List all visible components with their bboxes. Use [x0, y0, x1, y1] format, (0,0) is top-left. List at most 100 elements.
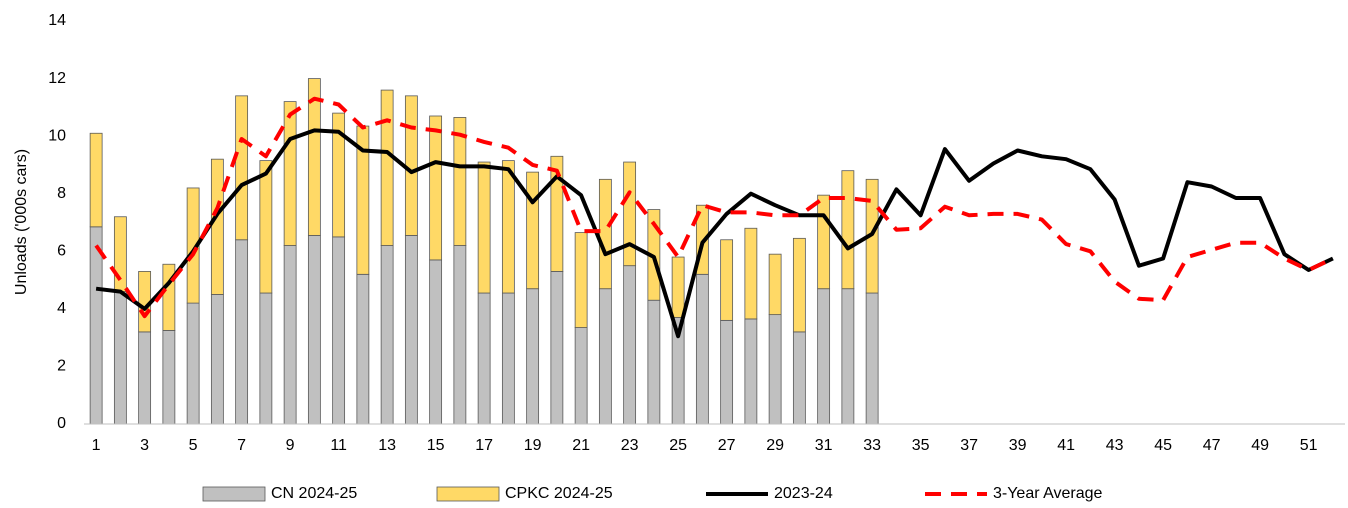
bar-segment [307, 235, 321, 425]
bar-segment [380, 245, 394, 425]
legend-swatch [436, 486, 500, 502]
bar-segment [865, 292, 879, 425]
bar-segment [89, 226, 103, 425]
x-tick-label: 37 [960, 437, 978, 454]
y-tick-label: 4 [57, 300, 66, 317]
bar-segment [720, 319, 734, 425]
x-tick-label: 31 [815, 437, 833, 454]
x-tick-label: 27 [718, 437, 736, 454]
y-tick-label: 0 [57, 415, 66, 432]
bar-segment [259, 292, 273, 425]
bar-segment [429, 115, 443, 261]
x-tick-label: 13 [378, 437, 396, 454]
y-tick-label: 2 [57, 358, 66, 375]
y-tick-label: 14 [48, 12, 66, 29]
x-tick-label: 5 [189, 437, 198, 454]
bar-segment [477, 161, 491, 294]
bar-segment [501, 292, 515, 425]
bar-segment [550, 271, 564, 425]
bar-segment [841, 288, 855, 425]
bar-segment [453, 117, 467, 246]
legend-label: CPKC 2024-25 [505, 485, 613, 502]
y-axis-label: Unloads ('000s cars) [13, 149, 30, 295]
bar-segment [574, 232, 588, 328]
bar-segment [356, 273, 370, 425]
legend-label: CN 2024-25 [271, 485, 357, 502]
x-tick-label: 25 [669, 437, 687, 454]
bar-segment [89, 132, 103, 228]
bar-segment [817, 194, 831, 290]
bar-segment [574, 327, 588, 425]
bar-segment [113, 291, 127, 425]
bar-segment [623, 265, 637, 425]
line-series [95, 128, 1334, 339]
bar-segment [744, 318, 758, 425]
bar-segment [841, 170, 855, 290]
bar-segment [526, 288, 540, 425]
bar-segment [162, 330, 176, 425]
bar-segment [186, 302, 200, 425]
x-tick-label: 29 [766, 437, 784, 454]
x-tick-label: 15 [427, 437, 445, 454]
bar-segment [283, 245, 297, 425]
x-tick-label: 7 [237, 437, 246, 454]
x-tick-label: 49 [1251, 437, 1269, 454]
bar-segment [526, 171, 540, 290]
y-tick-label: 8 [57, 185, 66, 202]
x-tick-label: 35 [912, 437, 930, 454]
bar-segment [647, 299, 661, 425]
legend-label: 2023-24 [774, 485, 833, 502]
bar-segment [744, 227, 758, 320]
x-tick-label: 23 [621, 437, 639, 454]
x-tick-label: 51 [1300, 437, 1318, 454]
bar-segment [113, 216, 127, 292]
bar-segment [404, 235, 418, 425]
x-tick-label: 43 [1106, 437, 1124, 454]
x-tick-label: 21 [572, 437, 590, 454]
x-tick-label: 17 [475, 437, 493, 454]
bar-segment [817, 288, 831, 425]
x-tick-label: 47 [1203, 437, 1221, 454]
x-tick-label: 11 [330, 437, 347, 454]
legend-label: 3-Year Average [993, 485, 1103, 502]
y-tick-label: 6 [57, 243, 66, 260]
bar-segment [768, 314, 782, 425]
bar-segment [332, 236, 346, 425]
bar-segment [598, 178, 612, 290]
line-series [94, 96, 1334, 319]
bar-segment [623, 161, 637, 267]
x-tick-label: 45 [1154, 437, 1172, 454]
bar-segment [210, 158, 224, 295]
bar-segment [598, 288, 612, 425]
bar-segment [307, 78, 321, 236]
bar-segment [283, 101, 297, 246]
y-tick-label: 10 [48, 127, 66, 144]
bar-segment [404, 95, 418, 236]
bar-segment [768, 253, 782, 316]
bar-segment [550, 155, 564, 272]
bar-segment [235, 239, 249, 425]
bar-segment [332, 112, 346, 238]
bar-segment [792, 237, 806, 333]
y-tick-label: 12 [48, 70, 66, 87]
bar-segment [235, 95, 249, 241]
x-tick-label: 39 [1009, 437, 1027, 454]
bar-segment [138, 331, 152, 425]
x-tick-label: 9 [286, 437, 295, 454]
bar-segment [501, 160, 515, 294]
bar-segment [429, 259, 443, 425]
bar-segment [477, 292, 491, 425]
bar-segment [671, 256, 685, 318]
bar-segment [210, 294, 224, 425]
x-tick-label: 1 [92, 437, 101, 454]
legend-swatch [202, 486, 266, 502]
bar-segment [720, 239, 734, 321]
x-tick-label: 19 [524, 437, 542, 454]
x-tick-label: 41 [1057, 437, 1075, 454]
x-tick-label: 33 [863, 437, 881, 454]
bar-segment [259, 160, 273, 294]
x-tick-label: 3 [140, 437, 149, 454]
bar-segment [380, 89, 394, 246]
bar-segment [792, 331, 806, 425]
